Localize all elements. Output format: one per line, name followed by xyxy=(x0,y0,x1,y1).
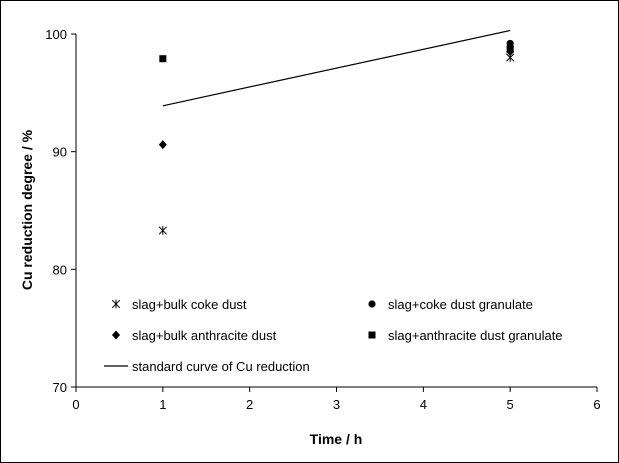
x-tick-label-1: 1 xyxy=(159,397,166,412)
y-tick-label-1: 80 xyxy=(53,262,67,277)
point-s0-0 xyxy=(158,226,167,235)
legend-marker-3 xyxy=(368,331,376,339)
legend-label-3: slag+anthracite dust granulate xyxy=(388,328,563,343)
x-tick-label-4: 4 xyxy=(420,397,427,412)
legend-marker-0 xyxy=(111,299,121,309)
x-tick-label-2: 2 xyxy=(246,397,253,412)
point-s3-0 xyxy=(159,55,167,63)
legend-line-label-0: standard curve of Cu reduction xyxy=(132,359,310,374)
y-tick-label-3: 100 xyxy=(45,27,67,42)
legend-label-1: slag+coke dust granulate xyxy=(388,297,533,312)
legend: slag+bulk coke dust slag+coke dust granul… xyxy=(104,297,563,374)
x-tick-label-5: 5 xyxy=(507,397,514,412)
y-tick-label-2: 90 xyxy=(53,145,67,160)
x-tick-label-0: 0 xyxy=(72,397,79,412)
y-axis-title: Cu reduction degree / % xyxy=(19,129,35,290)
point-s3-1 xyxy=(506,45,514,53)
legend-label-2: slag+bulk anthracite dust xyxy=(132,328,277,343)
point-s2-0 xyxy=(158,140,167,150)
x-tick-label-6: 6 xyxy=(593,397,600,412)
legend-label-0: slag+bulk coke dust xyxy=(132,297,247,312)
series-line-0 xyxy=(162,29,511,107)
y-tick-label-0: 70 xyxy=(53,380,67,395)
plot-area: 0 1 2 3 4 5 6 70 80 90 100 xyxy=(45,27,600,412)
x-axis-title: Time / h xyxy=(310,431,363,447)
legend-marker-2 xyxy=(112,330,120,340)
x-tick-label-3: 3 xyxy=(333,397,340,412)
legend-marker-1 xyxy=(368,300,376,308)
